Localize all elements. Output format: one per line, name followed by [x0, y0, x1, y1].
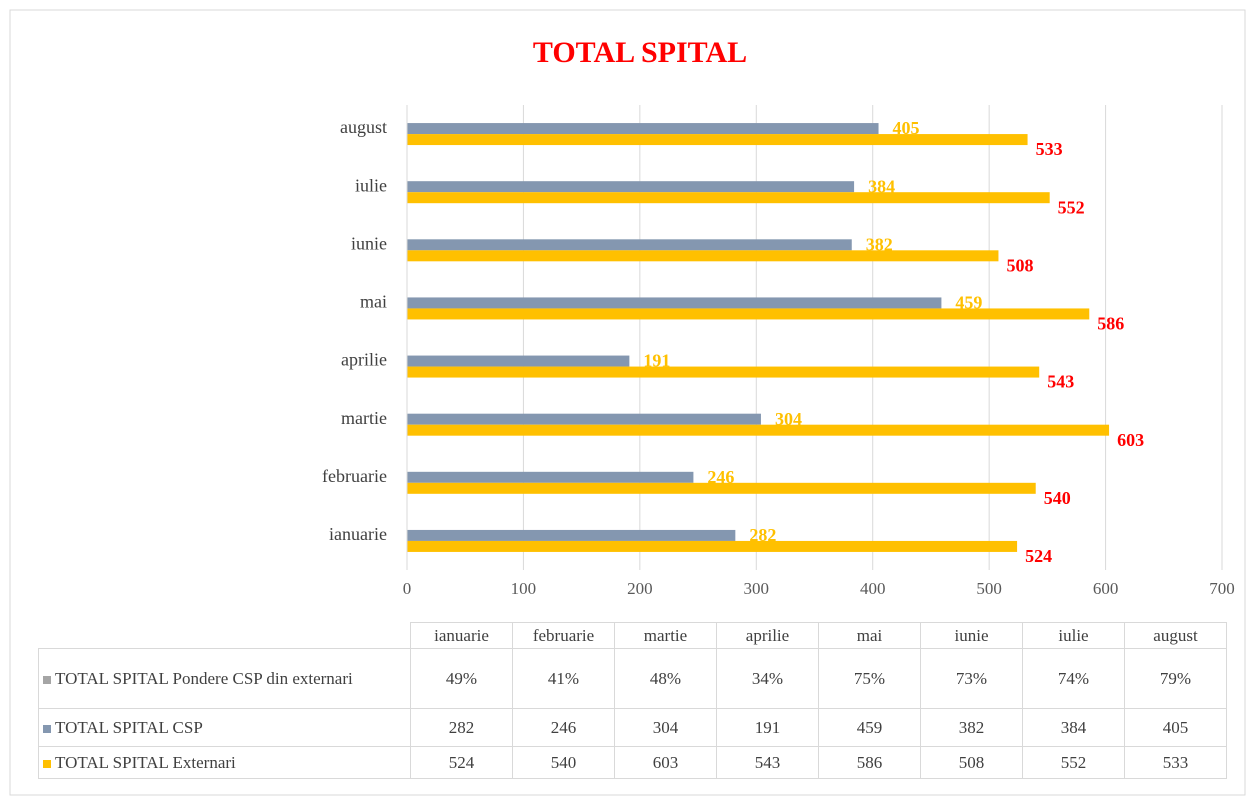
legend-entry: TOTAL SPITAL Pondere CSP din externari	[38, 648, 411, 709]
legend-label: TOTAL SPITAL CSP	[55, 718, 203, 737]
legend-entry: TOTAL SPITAL Externari	[38, 746, 411, 779]
data-label: 603	[1117, 430, 1144, 450]
bar	[407, 424, 1110, 436]
table-cell: 73%	[920, 648, 1023, 709]
legend-key	[43, 676, 51, 685]
table-cell: 543	[716, 746, 819, 779]
bar	[407, 366, 1040, 378]
data-label: 508	[1006, 255, 1033, 275]
table-header-cell: ianuarie	[410, 622, 513, 649]
bar	[407, 529, 736, 541]
table-cell: 41%	[512, 648, 615, 709]
bar	[407, 134, 1028, 146]
data-label: 191	[643, 351, 670, 371]
bar	[407, 250, 999, 262]
table-cell: 384	[1022, 708, 1125, 747]
x-tick-label: 700	[1209, 579, 1235, 598]
table-cell: 34%	[716, 648, 819, 709]
table-cell: 524	[410, 746, 513, 779]
table-header-cell: iulie	[1022, 622, 1125, 649]
table-cell: 552	[1022, 746, 1125, 779]
table-cell: 603	[614, 746, 717, 779]
table-cell: 48%	[614, 648, 717, 709]
table-header-cell: mai	[818, 622, 921, 649]
bar	[407, 297, 942, 309]
x-tick-label: 200	[627, 579, 653, 598]
table-cell: 79%	[1124, 648, 1227, 709]
table-cell: 586	[818, 746, 921, 779]
data-label: 304	[775, 409, 802, 429]
bar	[407, 540, 1018, 552]
y-tick-label: august	[340, 117, 387, 137]
bar	[407, 482, 1036, 494]
table-header-row: ianuarie februarie martie aprilie mai iunie iu…	[39, 622, 1227, 649]
x-tick-label: 500	[976, 579, 1002, 598]
data-label: 540	[1044, 488, 1071, 508]
data-label: 384	[868, 176, 895, 196]
table-cell: 246	[512, 708, 615, 747]
table-cell: 75%	[818, 648, 921, 709]
table-cell: 405	[1124, 708, 1227, 747]
bar	[407, 308, 1090, 320]
data-label: 552	[1058, 197, 1085, 217]
legend-entry: TOTAL SPITAL CSP	[38, 708, 411, 747]
data-label: 282	[749, 525, 776, 545]
bar	[407, 471, 694, 483]
data-label: 405	[893, 118, 920, 138]
table-cell: 74%	[1022, 648, 1125, 709]
data-label: 543	[1047, 372, 1074, 392]
table-corner	[39, 623, 411, 649]
legend-key	[43, 725, 51, 734]
data-label: 524	[1025, 546, 1052, 566]
y-tick-label: iunie	[351, 233, 387, 253]
table-header-cell: martie	[614, 622, 717, 649]
table-header-cell: februarie	[512, 622, 615, 649]
y-tick-label: februarie	[322, 466, 387, 486]
data-label: 533	[1036, 139, 1063, 159]
data-label: 246	[707, 467, 734, 487]
bar	[407, 355, 630, 367]
legend-label: TOTAL SPITAL Pondere CSP din externari	[55, 669, 353, 688]
legend-label: TOTAL SPITAL Externari	[55, 753, 236, 772]
y-tick-label: aprilie	[341, 350, 387, 370]
y-tick-label: iulie	[355, 175, 387, 195]
bar	[407, 181, 855, 193]
bar	[407, 123, 879, 135]
table-cell: 282	[410, 708, 513, 747]
table-cell: 459	[818, 708, 921, 747]
y-tick-label: martie	[341, 408, 387, 428]
bar	[407, 413, 761, 425]
data-label: 459	[955, 293, 982, 313]
table-row: TOTAL SPITAL Externari 524 540 603 543 586 508…	[38, 746, 1227, 779]
table-cell: 49%	[410, 648, 513, 709]
table-cell: 304	[614, 708, 717, 747]
bar	[407, 192, 1050, 204]
table-cell: 540	[512, 746, 615, 779]
table-cell: 508	[920, 746, 1023, 779]
data-table: ianuarie februarie martie aprilie mai iunie iu…	[38, 622, 1227, 779]
y-tick-label: mai	[360, 292, 387, 312]
table-cell: 191	[716, 708, 819, 747]
bar	[407, 239, 852, 251]
x-tick-label: 0	[403, 579, 412, 598]
table-row: TOTAL SPITAL Pondere CSP din externari 49…	[38, 648, 1227, 709]
data-label: 586	[1097, 314, 1124, 334]
table-header-cell: iunie	[920, 622, 1023, 649]
table-header-cell: aprilie	[716, 622, 819, 649]
x-tick-label: 300	[744, 579, 770, 598]
x-tick-label: 600	[1093, 579, 1119, 598]
table-cell: 533	[1124, 746, 1227, 779]
x-tick-label: 400	[860, 579, 886, 598]
y-tick-label: ianuarie	[329, 524, 387, 544]
legend-key	[43, 760, 51, 769]
data-label: 382	[866, 234, 893, 254]
table-row: TOTAL SPITAL CSP 282 246 304 191 459 382 384 405	[38, 708, 1227, 747]
table-header-cell: august	[1124, 622, 1227, 649]
chart-title: TOTAL SPITAL	[533, 36, 747, 69]
x-tick-label: 100	[511, 579, 537, 598]
table-cell: 382	[920, 708, 1023, 747]
